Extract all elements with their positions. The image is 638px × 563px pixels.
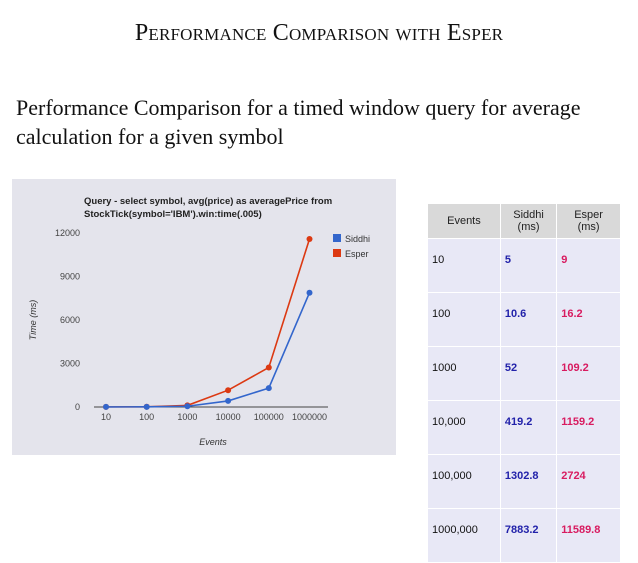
table-cell-events: 100,000	[427, 454, 501, 509]
table-cell-events: 100	[427, 292, 501, 347]
table-cell-esper: 16.2	[556, 292, 621, 347]
table-row: 10,000 419.2 1159.2	[427, 400, 621, 455]
table-cell-esper: 2724	[556, 454, 621, 509]
table-cell-siddhi: 52	[499, 346, 558, 401]
table-cell-esper: 9	[556, 238, 621, 293]
series-line-siddhi	[105, 292, 311, 408]
x-axis-label: Events	[199, 437, 227, 447]
table-cell-events: 1000	[427, 346, 501, 401]
slide-subtitle: Performance Comparison for a timed windo…	[16, 95, 581, 149]
chart-title-line: Query - select symbol, avg(price) as ave…	[84, 196, 332, 207]
data-point-siddhi	[306, 289, 313, 296]
performance-table: Events Siddhi (ms) Esper (ms) 10 5 9 100 10.6 16.…	[427, 203, 621, 563]
data-point-esper	[265, 364, 272, 371]
table-cell-events: 1000,000	[427, 508, 501, 563]
x-tick-label: 100	[139, 412, 154, 422]
table-cell-events: 10	[427, 238, 501, 293]
table-cell-esper: 109.2	[556, 346, 621, 401]
legend-label-siddhi: Siddhi	[345, 234, 370, 244]
y-tick-label: 6000	[60, 315, 80, 325]
table-header-cell: Esper (ms)	[556, 203, 621, 239]
table-header-cell: Events	[427, 203, 501, 239]
table-cell-events: 10,000	[427, 400, 501, 455]
legend-label-esper: Esper	[345, 249, 369, 259]
table-cell-siddhi: 10.6	[499, 292, 558, 347]
table-row: 10 5 9	[427, 238, 621, 293]
legend-swatch-siddhi	[333, 234, 341, 242]
table-row: 1000,000 7883.2 11589.8	[427, 508, 621, 563]
x-tick-label: 10000	[216, 412, 241, 422]
data-point-siddhi	[143, 403, 150, 410]
chart-canvas: Query - select symbol, avg(price) as ave…	[28, 196, 370, 447]
x-tick-label: 1000000	[292, 412, 327, 422]
series-line-esper	[105, 238, 311, 408]
legend-swatch-esper	[333, 249, 341, 257]
table-row: 1000 52 109.2	[427, 346, 621, 401]
data-point-siddhi	[225, 397, 232, 404]
y-tick-label: 0	[75, 402, 80, 412]
table-cell-esper: 11589.8	[556, 508, 621, 563]
table-cell-siddhi: 1302.8	[499, 454, 558, 509]
x-tick-label: 1000	[177, 412, 197, 422]
table-body: 10 5 9 100 10.6 16.2 1000 52 109.2 10,000 419.2 115…	[427, 238, 621, 563]
y-tick-label: 9000	[60, 272, 80, 282]
slide-title: Performance Comparison with Esper	[134, 20, 504, 46]
data-point-esper	[306, 235, 313, 242]
data-point-esper	[225, 387, 232, 394]
table-cell-siddhi: 7883.2	[499, 508, 558, 563]
table-cell-esper: 1159.2	[556, 400, 621, 455]
x-tick-label: 10	[101, 412, 111, 422]
table-cell-siddhi: 5	[499, 238, 558, 293]
y-tick-label: 12000	[55, 228, 80, 238]
x-tick-label: 100000	[254, 412, 284, 422]
table-row: 100 10.6 16.2	[427, 292, 621, 347]
y-axis-label: Time (ms)	[28, 300, 38, 340]
data-point-siddhi	[184, 403, 191, 410]
y-tick-label: 3000	[60, 359, 80, 369]
chart-title-line: StockTick(symbol='IBM').win:time(.005)	[84, 209, 262, 220]
data-point-siddhi	[103, 403, 109, 410]
performance-line-chart: Query - select symbol, avg(price) as ave…	[12, 179, 396, 455]
table-header-cell: Siddhi (ms)	[499, 203, 558, 239]
table-header-row: Events Siddhi (ms) Esper (ms)	[427, 203, 621, 239]
data-point-siddhi	[265, 385, 272, 392]
table-cell-siddhi: 419.2	[499, 400, 558, 455]
table-row: 100,000 1302.8 2724	[427, 454, 621, 509]
